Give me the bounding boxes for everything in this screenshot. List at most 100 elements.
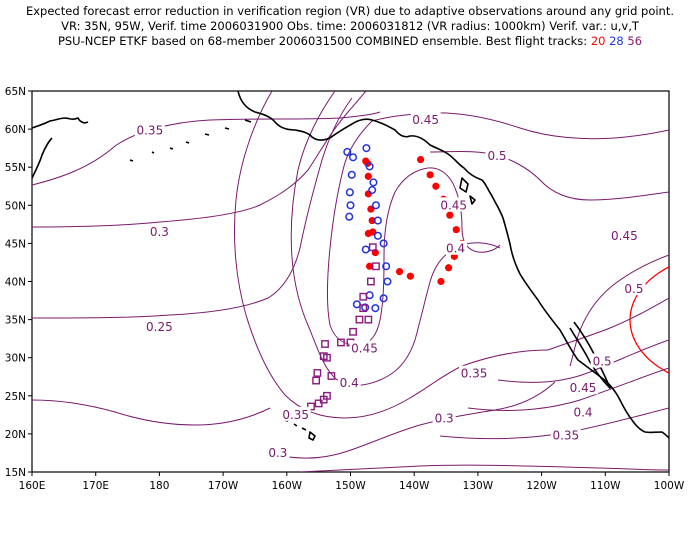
x-tick-label: 140W: [399, 480, 430, 492]
purple-track-point: [307, 402, 315, 411]
title-line-3: PSU-NCEP ETKF based on 68-member 2006031…: [0, 34, 700, 49]
red-track-point: [446, 211, 454, 219]
contour-line-0.3-south: [32, 399, 271, 426]
contour-label-bg: [622, 281, 646, 296]
blue-track-point: [361, 245, 370, 254]
contour-line-0.5: [429, 151, 669, 201]
x-tick-label: 110W: [590, 480, 621, 492]
x-tick-label: 120W: [526, 480, 557, 492]
y-axis: 15N 20N 25N 30N 35N 40N 45N 50N 55N 60N 65N: [5, 86, 32, 479]
contour-label: 0.5: [593, 355, 612, 369]
purple-track-point: [355, 315, 364, 324]
contour-label-bg: [147, 223, 171, 238]
purple-track-point: [359, 304, 368, 313]
x-tick-label: 170W: [208, 480, 239, 492]
baja-coast: [569, 321, 611, 389]
red-track-point: [406, 272, 414, 280]
contour-label: 0.4: [340, 376, 359, 390]
red-track-point: [416, 155, 425, 164]
blue-track-point: [369, 178, 378, 187]
hawaii-islands: [283, 419, 316, 441]
contour-label: 0.25: [146, 320, 173, 334]
red-track-point: [395, 267, 404, 276]
track-count-purple: 56: [627, 34, 643, 48]
purple-track-point: [319, 352, 328, 361]
red-track-point: [437, 277, 445, 286]
contour-label: 0.3: [268, 446, 287, 460]
blue-track-point: [368, 186, 377, 195]
x-axis: 160E 170E 180 170W 160W 150W 140W 130W 120W 110W 1…: [19, 472, 685, 492]
contour-label-bg: [349, 340, 380, 355]
contour-label: 0.35: [136, 124, 163, 138]
purple-track-point: [349, 327, 357, 336]
y-tick-label: 60N: [5, 124, 26, 136]
purple-track-point: [368, 243, 377, 252]
blue-track-point: [371, 201, 381, 210]
alaska-coast: [237, 91, 669, 439]
contour-label: 0.4: [446, 242, 465, 256]
blue-track-point: [371, 304, 380, 313]
purple-track-point: [364, 315, 373, 324]
kamchatka-coast: [32, 117, 89, 179]
map-title: Expected forecast error reduction in ver…: [0, 4, 700, 49]
x-tick-label: 180: [149, 480, 169, 492]
contour-label-bg: [410, 111, 441, 126]
y-tick-label: 65N: [5, 86, 26, 98]
contour-lines: [32, 91, 669, 472]
contour-label-bg: [134, 122, 165, 137]
contour-label-bg: [459, 365, 490, 380]
red-track-point: [368, 216, 376, 225]
contour-label: 0.35: [461, 367, 488, 381]
blue-track-point: [382, 262, 391, 271]
verification-region-circle: [629, 266, 669, 374]
coastlines: [32, 91, 669, 441]
title-line-3-prefix: PSU-NCEP ETKF based on 68-member 2006031…: [57, 34, 588, 48]
red-track-point: [364, 172, 372, 180]
title-line-1: Expected forecast error reduction in ver…: [25, 4, 675, 18]
contour-line-0.35-north: [32, 111, 381, 186]
red-track-point: [432, 182, 440, 190]
y-tick-label: 20N: [5, 429, 26, 441]
contour-label-bg: [568, 380, 599, 395]
contour-label: 0.45: [351, 342, 378, 356]
purple-track-point: [359, 292, 368, 301]
purple-track-point: [366, 277, 375, 286]
x-tick-label: 170E: [82, 480, 109, 492]
x-tick-label: 150W: [335, 480, 366, 492]
purple-track-point: [314, 399, 323, 408]
contour-line-0.25: [32, 97, 353, 319]
contour-label-bg: [609, 227, 640, 242]
y-tick-label: 40N: [5, 277, 26, 289]
aleutian-islands: [129, 119, 252, 162]
flight-track-red: [362, 155, 466, 286]
purple-track-point: [372, 262, 380, 271]
x-tick-label: 100W: [654, 480, 685, 492]
contour-label: 0.45: [611, 229, 638, 243]
contour-labels: 0.35 0.3 0.25 0.45 0.5 0.45 0.4 0.45 0.5 0.45 0.4 0…: [134, 111, 646, 460]
purple-track-point: [313, 369, 322, 377]
contour-label-bg: [590, 353, 614, 368]
y-tick-label: 35N: [5, 315, 26, 327]
x-tick-label: 130W: [463, 480, 494, 492]
contour-line-0.3: [32, 91, 367, 228]
y-tick-label: 30N: [5, 353, 26, 365]
blue-track-point: [346, 201, 355, 210]
y-tick-label: 15N: [5, 467, 26, 479]
y-tick-label: 50N: [5, 200, 26, 212]
contour-label-bg: [485, 147, 509, 162]
contour-label: 0.45: [570, 381, 597, 395]
contour-label: 0.45: [440, 198, 467, 212]
blue-track-point: [362, 144, 371, 153]
blue-track-point: [365, 291, 374, 300]
contour-label-bg: [550, 427, 581, 442]
contour-label-bg: [438, 197, 469, 212]
title-line-2: VR: 35N, 95W, Verif. time 2006031900 Obs…: [61, 19, 639, 33]
blue-track-point: [345, 188, 354, 197]
contour-line-0.3-south-far: [299, 464, 669, 472]
blue-track-point: [373, 216, 382, 225]
y-tick-label: 55N: [5, 162, 26, 174]
contour-label: 0.4: [573, 406, 592, 420]
blue-track-point: [343, 147, 352, 157]
x-tick-label: 160E: [19, 480, 46, 492]
contour-label-bg: [280, 406, 311, 421]
